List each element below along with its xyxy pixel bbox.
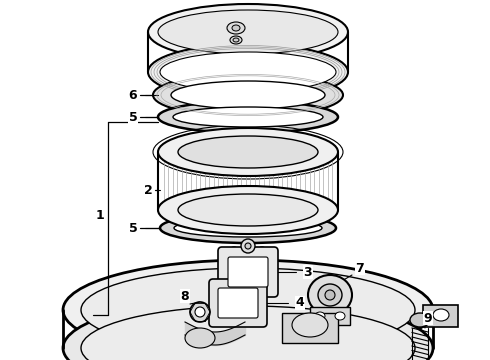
Ellipse shape	[245, 243, 251, 249]
Ellipse shape	[315, 312, 325, 320]
Ellipse shape	[158, 128, 338, 176]
Ellipse shape	[241, 239, 255, 253]
Text: 5: 5	[129, 111, 137, 123]
Ellipse shape	[148, 4, 348, 60]
Ellipse shape	[160, 52, 336, 92]
Ellipse shape	[148, 44, 348, 100]
FancyBboxPatch shape	[218, 288, 258, 318]
Ellipse shape	[318, 284, 342, 306]
Ellipse shape	[81, 306, 415, 360]
Ellipse shape	[230, 36, 242, 44]
Text: 7: 7	[356, 261, 365, 274]
Ellipse shape	[173, 107, 323, 127]
Ellipse shape	[174, 219, 322, 237]
Bar	[423, 305, 458, 327]
FancyBboxPatch shape	[218, 247, 278, 297]
Ellipse shape	[63, 298, 433, 360]
Text: 3: 3	[304, 266, 312, 279]
Ellipse shape	[190, 302, 210, 322]
FancyBboxPatch shape	[228, 257, 268, 287]
Ellipse shape	[158, 101, 338, 133]
Ellipse shape	[308, 275, 352, 315]
Text: 6: 6	[129, 89, 137, 102]
Text: 1: 1	[96, 208, 104, 221]
Ellipse shape	[185, 328, 215, 348]
Ellipse shape	[257, 247, 267, 257]
Ellipse shape	[195, 307, 205, 317]
Ellipse shape	[160, 213, 336, 243]
Ellipse shape	[158, 10, 338, 54]
Text: 5: 5	[129, 221, 137, 234]
Ellipse shape	[81, 268, 415, 352]
Ellipse shape	[242, 291, 254, 301]
Ellipse shape	[433, 309, 449, 321]
Text: 9: 9	[424, 311, 432, 324]
Ellipse shape	[158, 186, 338, 234]
Text: 4: 4	[295, 297, 304, 310]
FancyBboxPatch shape	[209, 279, 267, 327]
Ellipse shape	[232, 25, 240, 31]
Bar	[282, 313, 338, 343]
Ellipse shape	[178, 194, 318, 226]
Ellipse shape	[227, 22, 245, 34]
Ellipse shape	[410, 313, 430, 327]
Ellipse shape	[229, 247, 239, 257]
Bar	[310, 307, 350, 325]
Ellipse shape	[63, 260, 433, 360]
Ellipse shape	[178, 136, 318, 168]
Text: 8: 8	[181, 289, 189, 302]
Ellipse shape	[153, 73, 343, 117]
Text: 2: 2	[144, 184, 152, 197]
Ellipse shape	[335, 312, 345, 320]
Ellipse shape	[325, 290, 335, 300]
Ellipse shape	[233, 38, 239, 42]
Ellipse shape	[171, 81, 325, 109]
Ellipse shape	[292, 313, 328, 337]
